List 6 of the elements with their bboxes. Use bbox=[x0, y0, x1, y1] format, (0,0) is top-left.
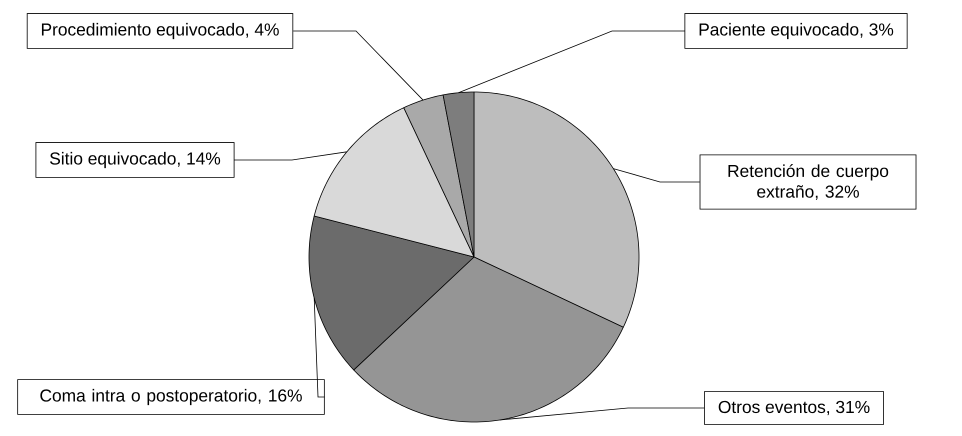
slice-label: Otros eventos, 31% bbox=[718, 400, 870, 416]
slice-label: Paciente equivocado, 3% bbox=[700, 22, 894, 40]
slice-label: Coma intra o postoperatorio, 16% bbox=[40, 388, 302, 406]
slice-label: Procedimiento equivocado, 4% bbox=[42, 22, 279, 40]
legend-label: Retención de cuerpo extraño, 32% bbox=[728, 164, 888, 200]
slice-label: Sitio equivocado, 14% bbox=[50, 152, 220, 168]
